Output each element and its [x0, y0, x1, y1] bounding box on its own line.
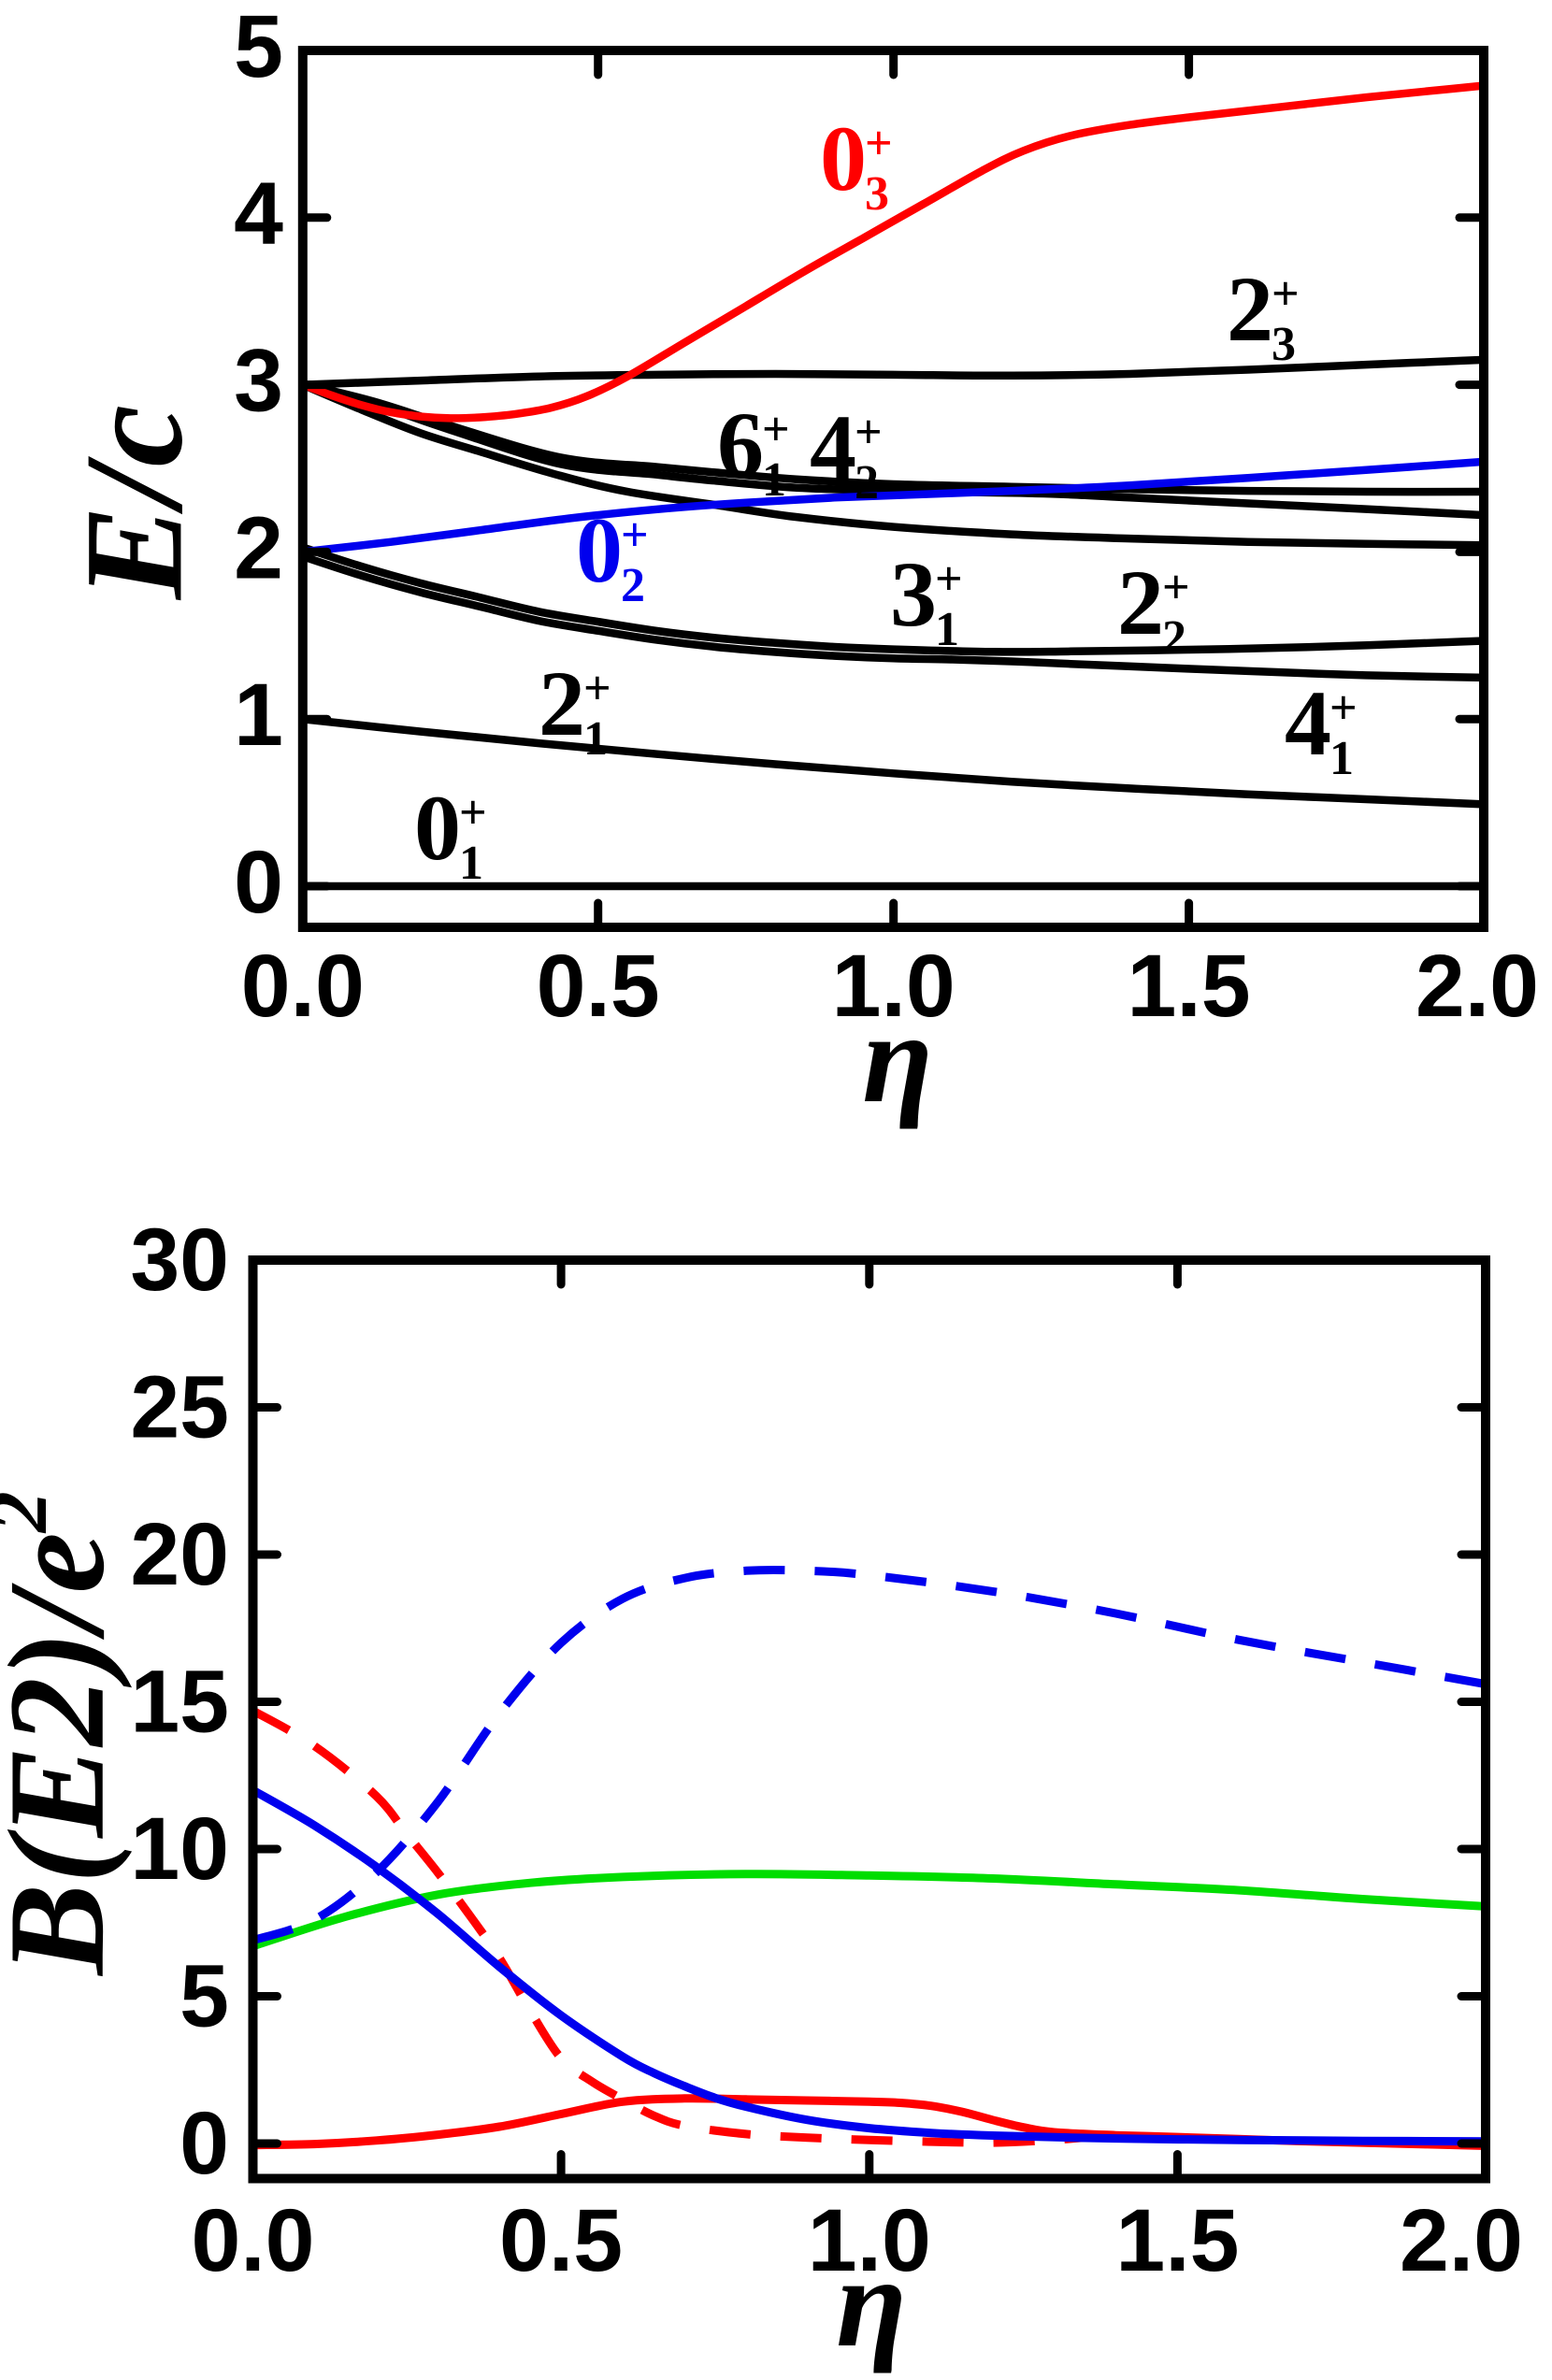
svg-text:+: +	[1329, 681, 1358, 735]
svg-text:4: 4	[810, 395, 856, 499]
svg-text:E/c: E/c	[56, 405, 211, 601]
svg-text:1.5: 1.5	[1115, 2191, 1239, 2290]
svg-text:0: 0	[576, 498, 623, 602]
svg-text:1.5: 1.5	[1128, 937, 1251, 1036]
svg-text:B(E2)/e2: B(E2)/e2	[0, 1491, 133, 1977]
svg-text:+: +	[1272, 267, 1300, 321]
svg-text:+: +	[855, 406, 883, 459]
svg-text:+: +	[762, 403, 790, 456]
svg-text:2: 2	[1162, 611, 1186, 665]
svg-text:0.5: 0.5	[537, 937, 660, 1036]
svg-text:1.0: 1.0	[832, 937, 956, 1036]
svg-text:10: 10	[130, 1799, 229, 1899]
svg-text:+: +	[1162, 561, 1190, 614]
svg-text:+: +	[583, 662, 611, 715]
svg-text:1: 1	[583, 712, 608, 766]
svg-text:3: 3	[1272, 318, 1296, 371]
svg-text:2.0: 2.0	[1415, 937, 1539, 1036]
svg-text:0: 0	[820, 107, 867, 210]
svg-text:5: 5	[234, 0, 283, 96]
svg-text:+: +	[459, 786, 487, 839]
svg-text:0.0: 0.0	[191, 2191, 314, 2290]
svg-text:2: 2	[1117, 551, 1164, 654]
svg-text:2: 2	[621, 559, 645, 612]
svg-text:2: 2	[539, 652, 585, 755]
svg-text:+: +	[621, 509, 649, 562]
svg-text:6: 6	[717, 393, 764, 496]
svg-text:30: 30	[130, 1211, 229, 1310]
svg-text:1.0: 1.0	[808, 2191, 931, 2290]
svg-text:+: +	[865, 117, 893, 170]
svg-text:+: +	[935, 552, 963, 606]
svg-text:5: 5	[180, 1947, 229, 2046]
svg-text:3: 3	[890, 542, 937, 646]
svg-text:1: 1	[234, 666, 283, 765]
svg-text:1: 1	[1329, 732, 1354, 785]
svg-text:0: 0	[180, 2094, 229, 2193]
svg-text:0.5: 0.5	[499, 2191, 623, 2290]
svg-text:0: 0	[234, 833, 283, 932]
svg-text:25: 25	[130, 1358, 229, 1457]
svg-text:η: η	[836, 2230, 907, 2373]
svg-text:2: 2	[234, 498, 283, 597]
svg-text:15: 15	[130, 1653, 229, 1752]
svg-text:2.0: 2.0	[1400, 2191, 1523, 2290]
svg-text:0.0: 0.0	[241, 937, 365, 1036]
svg-text:4: 4	[234, 165, 283, 264]
svg-text:1: 1	[459, 837, 483, 890]
svg-text:η: η	[862, 986, 933, 1129]
svg-text:2: 2	[1227, 257, 1273, 361]
svg-text:3: 3	[865, 167, 889, 221]
svg-text:1: 1	[762, 453, 786, 507]
svg-text:4: 4	[1285, 671, 1331, 775]
svg-text:0: 0	[414, 776, 461, 880]
svg-text:3: 3	[234, 332, 283, 431]
svg-text:20: 20	[130, 1505, 229, 1604]
svg-text:1: 1	[935, 603, 959, 656]
svg-text:2: 2	[855, 456, 879, 509]
